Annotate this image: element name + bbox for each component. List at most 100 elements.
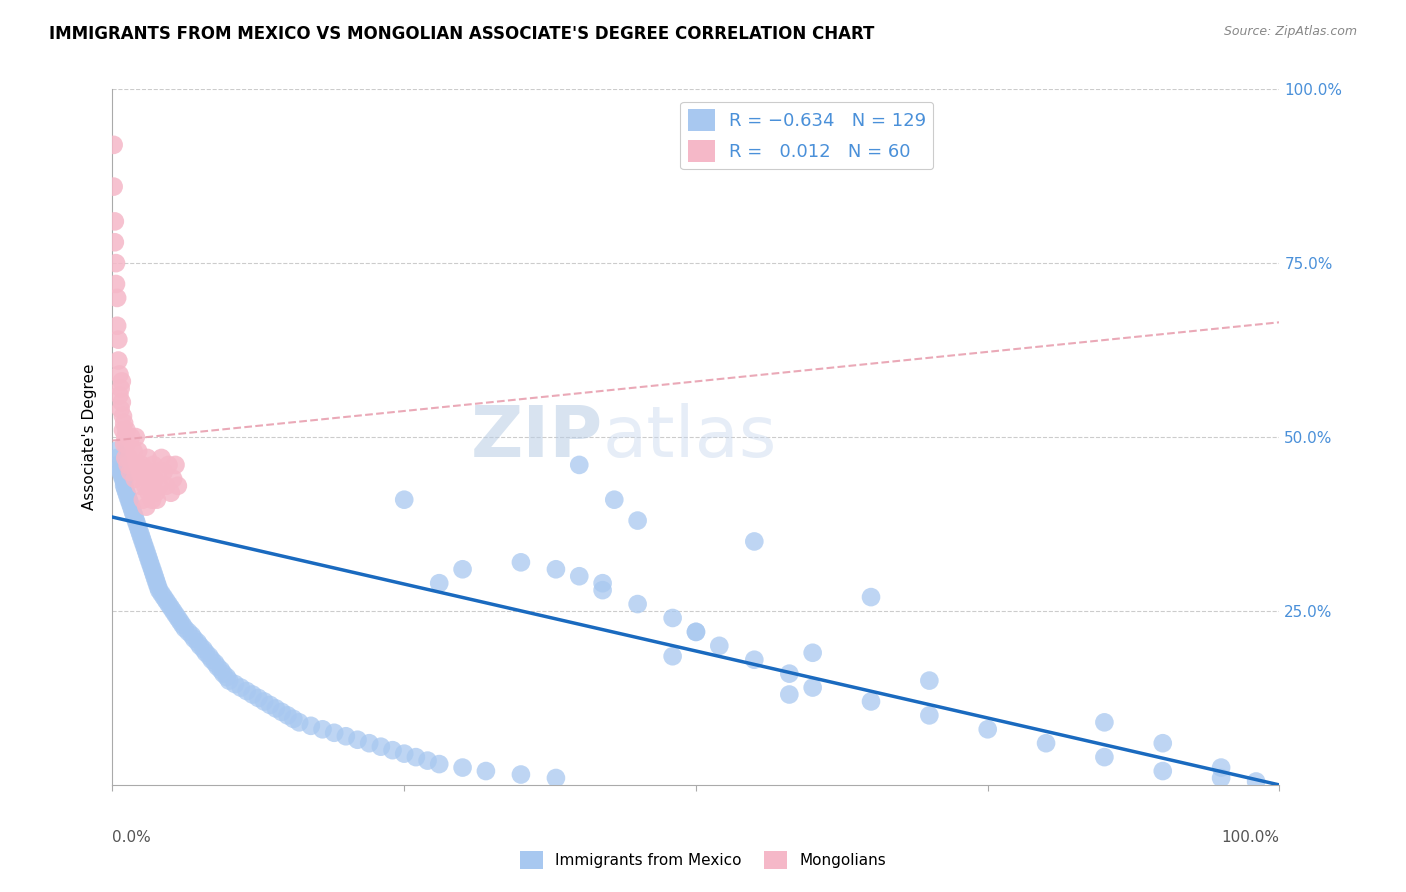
Point [346, 732, 368, 747]
Point [299, 719, 322, 733]
Point [111, 472, 134, 486]
Point [229, 681, 252, 695]
Point [121, 503, 143, 517]
Point [592, 576, 614, 591]
Text: IMMIGRANTS FROM MEXICO VS MONGOLIAN ASSOCIATE'S DEGREE CORRELATION CHART: IMMIGRANTS FROM MEXICO VS MONGOLIAN ASSO… [49, 25, 875, 43]
Point [125, 458, 148, 472]
Point [103, 137, 125, 152]
Point [155, 479, 177, 493]
Point [146, 576, 169, 591]
Point [778, 666, 800, 681]
Point [744, 653, 766, 667]
Point [145, 485, 167, 500]
Point [544, 562, 567, 576]
Point [120, 500, 142, 514]
Point [778, 688, 800, 702]
Point [132, 534, 155, 549]
Point [136, 549, 159, 563]
Point [166, 479, 188, 493]
Point [709, 639, 731, 653]
Point [141, 492, 163, 507]
Point [120, 430, 142, 444]
Point [165, 607, 187, 622]
Point [150, 587, 173, 601]
Point [201, 653, 224, 667]
Point [157, 458, 180, 472]
Point [146, 492, 169, 507]
Point [162, 604, 184, 618]
Point [311, 723, 333, 737]
Y-axis label: Associate's Degree: Associate's Degree [82, 364, 97, 510]
Point [135, 545, 157, 559]
Point [153, 465, 176, 479]
Point [394, 492, 416, 507]
Point [141, 562, 163, 576]
Point [235, 684, 257, 698]
Point [224, 677, 246, 691]
Point [111, 468, 134, 483]
Point [155, 593, 177, 607]
Point [111, 395, 134, 409]
Point [276, 708, 298, 723]
Point [121, 458, 143, 472]
Point [165, 458, 187, 472]
Point [105, 291, 128, 305]
Point [112, 479, 135, 493]
Point [136, 450, 159, 465]
Point [139, 555, 162, 569]
Point [685, 624, 707, 639]
Point [162, 472, 184, 486]
Point [1209, 771, 1232, 785]
Point [129, 479, 152, 493]
Point [253, 694, 276, 708]
Point [177, 624, 200, 639]
Point [370, 739, 392, 754]
Point [138, 485, 160, 500]
Legend: R = −0.634   N = 129, R =   0.012   N = 60: R = −0.634 N = 129, R = 0.012 N = 60 [681, 102, 934, 169]
Point [801, 681, 824, 695]
Point [132, 465, 155, 479]
Point [115, 437, 138, 451]
Point [153, 590, 176, 604]
Point [1152, 764, 1174, 778]
Point [118, 496, 141, 510]
Point [134, 479, 156, 493]
Point [160, 485, 183, 500]
Point [427, 576, 450, 591]
Point [1244, 774, 1267, 789]
Point [860, 590, 883, 604]
Point [107, 458, 129, 472]
Point [860, 694, 883, 708]
Point [288, 715, 311, 730]
Point [108, 388, 131, 402]
Point [104, 444, 127, 458]
Point [475, 764, 498, 778]
Point [172, 618, 194, 632]
Point [661, 649, 683, 664]
Point [264, 701, 287, 715]
Point [148, 479, 170, 493]
Point [115, 485, 138, 500]
Point [1152, 736, 1174, 750]
Point [427, 757, 450, 772]
Point [976, 723, 998, 737]
Point [122, 507, 145, 521]
Point [270, 705, 292, 719]
Point [1094, 750, 1116, 764]
Point [127, 444, 149, 458]
Legend: Immigrants from Mexico, Mongolians: Immigrants from Mexico, Mongolians [513, 845, 893, 875]
Point [359, 736, 381, 750]
Point [110, 381, 132, 395]
Point [129, 527, 152, 541]
Point [242, 688, 264, 702]
Point [111, 409, 134, 424]
Point [107, 353, 129, 368]
Point [218, 673, 240, 688]
Point [114, 482, 136, 496]
Point [801, 646, 824, 660]
Point [117, 458, 139, 472]
Point [283, 712, 305, 726]
Point [124, 510, 146, 524]
Point [627, 514, 650, 528]
Point [143, 569, 166, 583]
